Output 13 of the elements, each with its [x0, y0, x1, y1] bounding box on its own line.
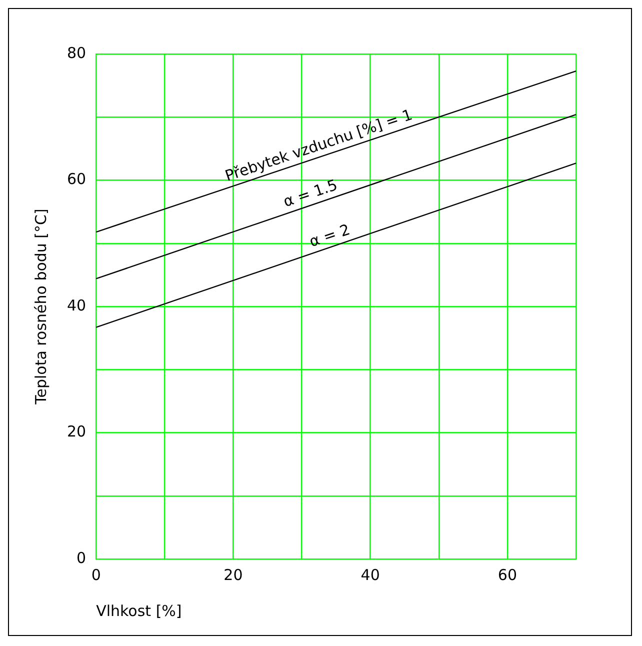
y-tick-label: 80 — [66, 44, 86, 62]
x-axis-title: Vlhkost [%] — [96, 602, 182, 620]
x-tick-label: 40 — [360, 566, 380, 584]
x-tick-label: 0 — [91, 566, 101, 584]
x-tick-label: 20 — [224, 566, 243, 584]
annotation: α = 1.5 — [281, 176, 340, 211]
y-tick-label: 0 — [76, 548, 86, 567]
y-tick-label: 20 — [66, 422, 86, 441]
y-tick-label: 40 — [66, 296, 86, 314]
x-tick-label: 60 — [498, 566, 517, 584]
y-tick-label: 60 — [66, 170, 86, 188]
y-axis-title: Teplota rosného bodu [°C] — [32, 208, 50, 406]
annotation: α = 2 — [307, 220, 352, 251]
